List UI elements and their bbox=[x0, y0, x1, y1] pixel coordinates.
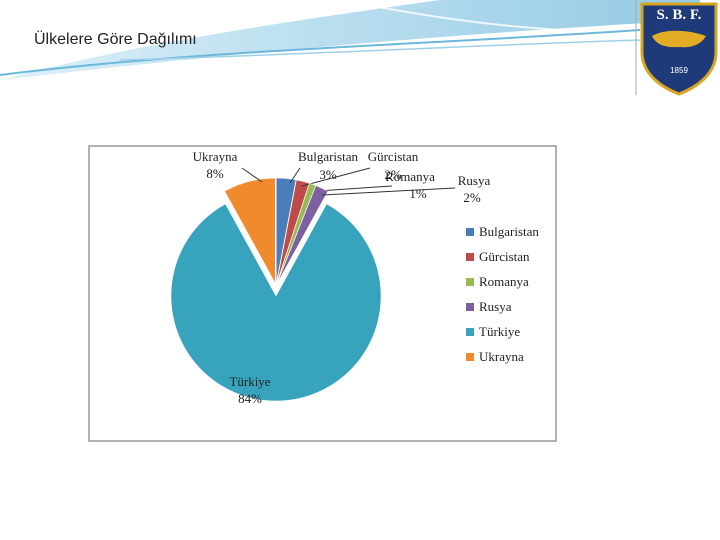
pie-slice bbox=[224, 177, 276, 284]
legend-label: Rusya bbox=[479, 299, 512, 314]
leader-line bbox=[321, 187, 456, 196]
legend-label: Türkiye bbox=[479, 324, 520, 339]
legend-swatch bbox=[466, 353, 474, 361]
leader-line bbox=[301, 167, 371, 187]
data-label-name: Romanya bbox=[385, 169, 435, 184]
data-label-value: 8% bbox=[206, 166, 224, 181]
data-label-name: Bulgaristan bbox=[298, 149, 358, 164]
legend-swatch bbox=[466, 278, 474, 286]
chart: Bulgaristan3%Gürcistan2%Romanya1%Rusya2%… bbox=[170, 149, 539, 406]
pie-slice bbox=[276, 177, 297, 284]
data-label-name: Türkiye bbox=[229, 374, 270, 389]
logo: S. B. F. 1859 bbox=[640, 2, 718, 96]
data-label-name: Gürcistan bbox=[368, 149, 419, 164]
data-label-value: 2% bbox=[384, 167, 402, 182]
data-label-value: 2% bbox=[463, 190, 481, 205]
data-label-name: Ukrayna bbox=[193, 149, 238, 164]
legend-label: Gürcistan bbox=[479, 249, 530, 264]
logo-text: S. B. F. bbox=[657, 7, 702, 23]
legend-swatch bbox=[466, 303, 474, 311]
data-label-name: Rusya bbox=[458, 173, 491, 188]
pie-slice bbox=[276, 179, 310, 284]
legend-label: Bulgaristan bbox=[479, 224, 539, 239]
legend-label: Ukrayna bbox=[479, 349, 524, 364]
header-decoration bbox=[0, 0, 700, 95]
legend-swatch bbox=[466, 253, 474, 261]
pie-slice bbox=[170, 203, 382, 402]
legend-swatch bbox=[466, 328, 474, 336]
legend-swatch bbox=[466, 228, 474, 236]
leader-line bbox=[241, 167, 263, 183]
leader-line bbox=[289, 167, 301, 184]
leader-line bbox=[317, 185, 393, 192]
legend-label: Romanya bbox=[479, 274, 529, 289]
slide-title: Ülkelere Göre Dağılımı bbox=[34, 30, 197, 48]
pie-slice bbox=[276, 183, 316, 284]
data-label-value: 1% bbox=[409, 186, 427, 201]
logo-year: 1859 bbox=[670, 66, 688, 75]
data-label-value: 84% bbox=[238, 391, 262, 406]
data-label-value: 3% bbox=[319, 167, 337, 182]
pie-slice bbox=[277, 185, 329, 284]
